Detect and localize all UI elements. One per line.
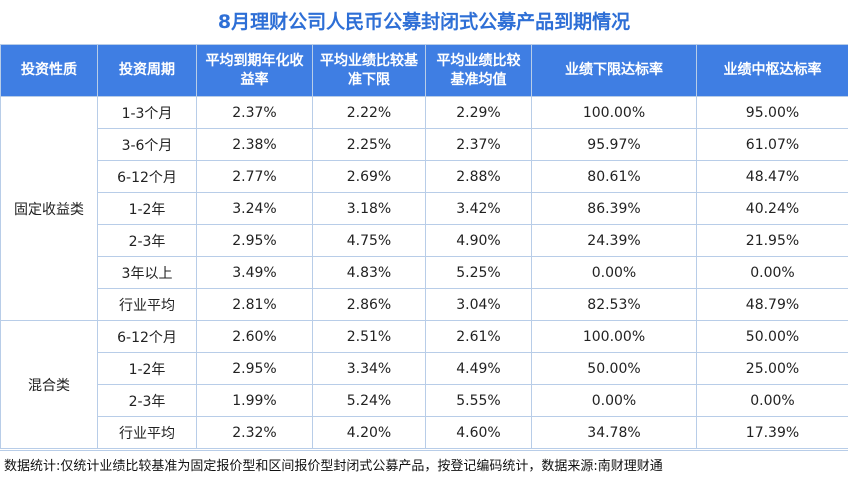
value-cell: 82.53% <box>531 288 697 321</box>
table-row: 行业平均 2.32% 4.20% 4.60% 34.78% 17.39% <box>1 416 848 449</box>
value-cell: 4.75% <box>312 224 426 257</box>
value-cell: 3.24% <box>196 192 313 225</box>
value-cell: 2.86% <box>312 288 426 321</box>
header-cell: 平均到期年化收益率 <box>196 44 313 97</box>
value-cell: 3.34% <box>312 352 426 385</box>
period-cell: 6-12个月 <box>97 320 197 353</box>
period-cell: 1-2年 <box>97 352 197 385</box>
period-cell: 2-3年 <box>97 384 197 417</box>
header-cell: 业绩中枢达标率 <box>696 44 848 97</box>
value-cell: 21.95% <box>696 224 848 257</box>
period-cell: 1-3个月 <box>97 96 197 129</box>
header-cell: 平均业绩比较基准均值 <box>425 44 532 97</box>
value-cell: 5.55% <box>425 384 532 417</box>
value-cell: 50.00% <box>696 320 848 353</box>
header-cell: 投资性质 <box>0 44 98 97</box>
value-cell: 24.39% <box>531 224 697 257</box>
table-row: 1-2年 2.95% 3.34% 4.49% 50.00% 25.00% <box>1 352 848 385</box>
value-cell: 2.22% <box>312 96 426 129</box>
value-cell: 40.24% <box>696 192 848 225</box>
value-cell: 2.51% <box>312 320 426 353</box>
page-title: 8月理财公司人民币公募封闭式公募产品到期情况 <box>217 11 631 33</box>
period-cell: 3-6个月 <box>97 128 197 161</box>
table-row: 1-2年 3.24% 3.18% 3.42% 86.39% 40.24% <box>1 192 848 225</box>
value-cell: 3.04% <box>425 288 532 321</box>
value-cell: 2.95% <box>196 352 313 385</box>
period-cell: 3年以上 <box>97 256 197 289</box>
value-cell: 3.18% <box>312 192 426 225</box>
header-cell: 平均业绩比较基准下限 <box>312 44 426 97</box>
table-row: 固定收益类 1-3个月 2.37% 2.22% 2.29% 100.00% 95.00% <box>0 96 848 321</box>
category-cell: 固定收益类 <box>0 96 98 321</box>
period-cell: 1-2年 <box>97 192 197 225</box>
period-cell: 行业平均 <box>97 288 197 321</box>
value-cell: 48.79% <box>696 288 848 321</box>
value-cell: 61.07% <box>696 128 848 161</box>
value-cell: 86.39% <box>531 192 697 225</box>
value-cell: 95.97% <box>531 128 697 161</box>
value-cell: 2.32% <box>196 416 313 449</box>
value-cell: 2.61% <box>425 320 532 353</box>
value-cell: 48.47% <box>696 160 848 193</box>
value-cell: 2.69% <box>312 160 426 193</box>
value-cell: 1.99% <box>196 384 313 417</box>
value-cell: 100.00% <box>531 96 697 129</box>
value-cell: 4.83% <box>312 256 426 289</box>
value-cell: 2.37% <box>425 128 532 161</box>
header-cell: 投资周期 <box>97 44 197 97</box>
table-row: 2-3年 2.95% 4.75% 4.90% 24.39% 21.95% <box>1 224 848 257</box>
product-maturity-table: 投资性质 投资周期 平均到期年化收益率 平均业绩比较基准下限 平均业绩比较基准均… <box>0 44 848 449</box>
table-row: 混合类 6-12个月 2.60% 2.51% 2.61% 100.00% 50.00% <box>0 320 848 449</box>
value-cell: 4.90% <box>425 224 532 257</box>
value-cell: 100.00% <box>531 320 697 353</box>
table-row: 3-6个月 2.38% 2.25% 2.37% 95.97% 61.07% <box>1 128 848 161</box>
value-cell: 34.78% <box>531 416 697 449</box>
value-cell: 2.95% <box>196 224 313 257</box>
value-cell: 3.49% <box>196 256 313 289</box>
value-cell: 2.77% <box>196 160 313 193</box>
period-cell: 6-12个月 <box>97 160 197 193</box>
value-cell: 2.60% <box>196 320 313 353</box>
value-cell: 2.88% <box>425 160 532 193</box>
value-cell: 5.25% <box>425 256 532 289</box>
value-cell: 2.25% <box>312 128 426 161</box>
value-cell: 2.37% <box>196 96 313 129</box>
value-cell: 4.20% <box>312 416 426 449</box>
footnote: 数据统计:仅统计业绩比较基准为固定报价型和区间报价型封闭式公募产品，按登记编码统… <box>0 450 848 481</box>
value-cell: 2.38% <box>196 128 313 161</box>
category-cell: 混合类 <box>0 320 98 449</box>
value-cell: 17.39% <box>696 416 848 449</box>
value-cell: 4.60% <box>425 416 532 449</box>
table-row: 行业平均 2.81% 2.86% 3.04% 82.53% 48.79% <box>1 288 848 321</box>
header-cell: 业绩下限达标率 <box>531 44 697 97</box>
value-cell: 5.24% <box>312 384 426 417</box>
value-cell: 3.42% <box>425 192 532 225</box>
value-cell: 95.00% <box>696 96 848 129</box>
table-header-row: 投资性质 投资周期 平均到期年化收益率 平均业绩比较基准下限 平均业绩比较基准均… <box>0 44 848 97</box>
value-cell: 2.81% <box>196 288 313 321</box>
value-cell: 4.49% <box>425 352 532 385</box>
table-row: 6-12个月 2.77% 2.69% 2.88% 80.61% 48.47% <box>1 160 848 193</box>
value-cell: 25.00% <box>696 352 848 385</box>
value-cell: 50.00% <box>531 352 697 385</box>
value-cell: 0.00% <box>531 384 697 417</box>
value-cell: 0.00% <box>531 256 697 289</box>
value-cell: 2.29% <box>425 96 532 129</box>
table-row: 3年以上 3.49% 4.83% 5.25% 0.00% 0.00% <box>1 256 848 289</box>
period-cell: 2-3年 <box>97 224 197 257</box>
period-cell: 行业平均 <box>97 416 197 449</box>
table-row: 2-3年 1.99% 5.24% 5.55% 0.00% 0.00% <box>1 384 848 417</box>
value-cell: 80.61% <box>531 160 697 193</box>
value-cell: 0.00% <box>696 384 848 417</box>
value-cell: 0.00% <box>696 256 848 289</box>
